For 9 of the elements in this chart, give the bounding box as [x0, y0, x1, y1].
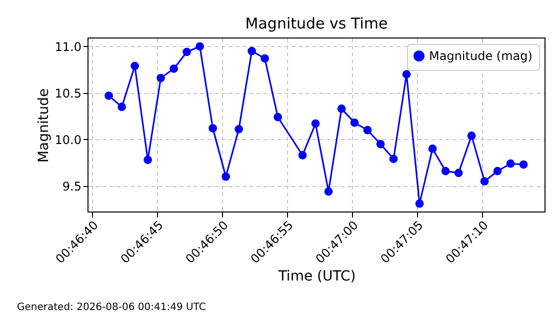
x-axis-title: Time (UTC)	[277, 268, 356, 284]
y-tick-label: 9.5	[62, 179, 82, 194]
chart-title: Magnitude vs Time	[245, 14, 388, 32]
y-axis-title: Magnitude	[36, 88, 52, 163]
text: Generated: 2026-08-06 00:41:49 UTC	[17, 302, 206, 313]
y-tick-label: 10.5	[54, 86, 82, 100]
y-tick-label: 11.0	[54, 40, 82, 54]
y-tick-label: 10.0	[54, 132, 82, 147]
legend-label: Magnitude (mag)	[429, 49, 532, 63]
